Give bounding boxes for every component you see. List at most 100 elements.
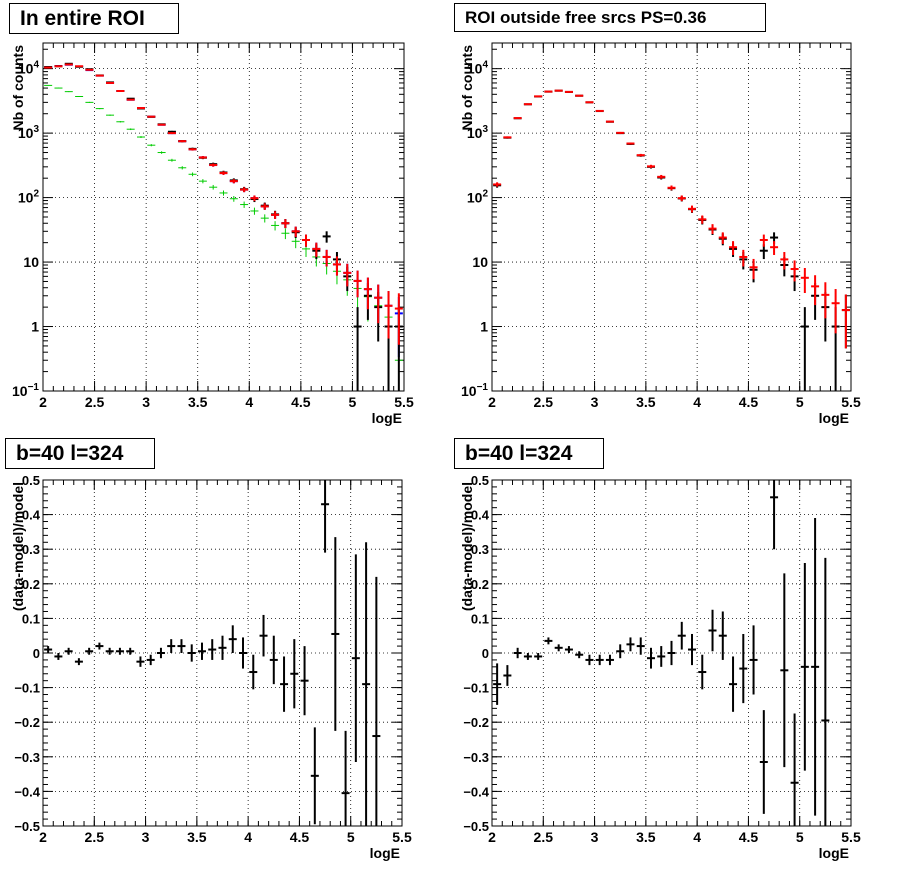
y-tick-label: 10 (472, 254, 488, 270)
data-point (790, 260, 799, 282)
data-point (178, 140, 187, 143)
x-tick-label: 2 (488, 829, 496, 845)
data-point (677, 195, 686, 202)
x-tick-label: 3.5 (187, 829, 207, 845)
data-point (198, 179, 207, 184)
data-point (322, 249, 331, 267)
y-tick-label: −0.2 (14, 715, 40, 730)
y-tick-label: −0.5 (14, 819, 40, 834)
y-tick-label: 10 (23, 254, 39, 270)
y-tick-label: 102 (18, 189, 40, 206)
data-point (374, 284, 383, 324)
data-point (157, 151, 166, 154)
y-tick-label: 0.4 (22, 508, 41, 523)
data-point (554, 644, 563, 652)
plot-frame (491, 479, 852, 827)
y-tick-label: 0.5 (22, 473, 40, 488)
data-point (759, 710, 768, 814)
data-point (841, 294, 850, 349)
data-point (322, 231, 331, 243)
x-tick-label: 3 (591, 829, 599, 845)
data-point (739, 633, 748, 704)
y-tick-label: −0.5 (463, 819, 489, 834)
data-point (126, 98, 135, 101)
data-point (790, 713, 799, 826)
data-point (821, 282, 830, 319)
data-point (657, 646, 666, 667)
y-tick-label: 10−1 (12, 382, 39, 399)
data-point (616, 644, 625, 659)
chart-title: In entire ROI (9, 3, 179, 34)
data-point (605, 654, 614, 666)
y-axis-label: Nb of counts (10, 45, 26, 131)
data-point (362, 542, 371, 826)
data-point (544, 90, 553, 93)
plot-frame (42, 479, 403, 827)
data-point (800, 563, 809, 771)
data-point (759, 244, 768, 260)
data-point (575, 94, 584, 97)
data-point (75, 65, 84, 68)
data-point (503, 136, 512, 139)
data-point (260, 203, 269, 210)
y-tick-label: 0.2 (471, 577, 489, 592)
y-tick-label: 0.4 (471, 508, 490, 523)
data-point (126, 128, 135, 131)
data-point (718, 611, 727, 660)
data-point (811, 275, 820, 306)
data-point (667, 185, 676, 191)
data-point (271, 211, 280, 219)
data-point (136, 107, 145, 110)
data-point (575, 651, 584, 659)
data-point (657, 174, 666, 179)
data-point (780, 573, 789, 768)
x-tick-label: 2.5 (85, 394, 105, 410)
data-point (513, 117, 522, 120)
data-point (85, 647, 94, 655)
data-point (280, 656, 289, 712)
data-point (219, 171, 228, 175)
x-tick-label: 3.5 (636, 394, 656, 410)
data-point (115, 647, 124, 655)
data-point (177, 639, 186, 653)
data-point (167, 158, 176, 162)
data-point (240, 201, 249, 208)
data-point (739, 249, 748, 267)
data-point (105, 647, 114, 655)
data-point (64, 63, 73, 66)
data-point (209, 163, 218, 167)
data-point (310, 727, 319, 825)
data-point (126, 647, 135, 655)
data-point (503, 665, 512, 686)
data-point (106, 81, 115, 84)
y-tick-label: −0.3 (14, 750, 40, 765)
data-point (95, 642, 104, 650)
data-point (343, 263, 352, 287)
data-point (157, 123, 166, 126)
data-point (616, 131, 625, 134)
data-point (54, 653, 63, 660)
y-tick-label: 0.1 (471, 611, 489, 626)
data-point (136, 136, 145, 138)
data-point (44, 66, 53, 69)
data-point (667, 640, 676, 666)
x-tick-label: 3 (142, 394, 150, 410)
x-tick-label: 5.5 (392, 829, 412, 845)
data-point (534, 653, 543, 660)
data-point (636, 637, 645, 655)
data-point (718, 232, 727, 244)
data-point (353, 307, 362, 391)
data-point (229, 196, 238, 202)
data-point (321, 480, 330, 553)
data-point (708, 609, 717, 652)
chart-title: b=40 l=324 (5, 438, 155, 469)
y-tick-label: 0.1 (22, 611, 40, 626)
y-axis-label: Nb of counts (459, 45, 475, 131)
data-point (85, 101, 94, 103)
x-tick-label: 2.5 (534, 394, 554, 410)
y-tick-label: 0.5 (471, 473, 489, 488)
x-tick-label: 5.5 (394, 394, 414, 410)
data-point (626, 637, 635, 652)
data-point (219, 190, 228, 196)
